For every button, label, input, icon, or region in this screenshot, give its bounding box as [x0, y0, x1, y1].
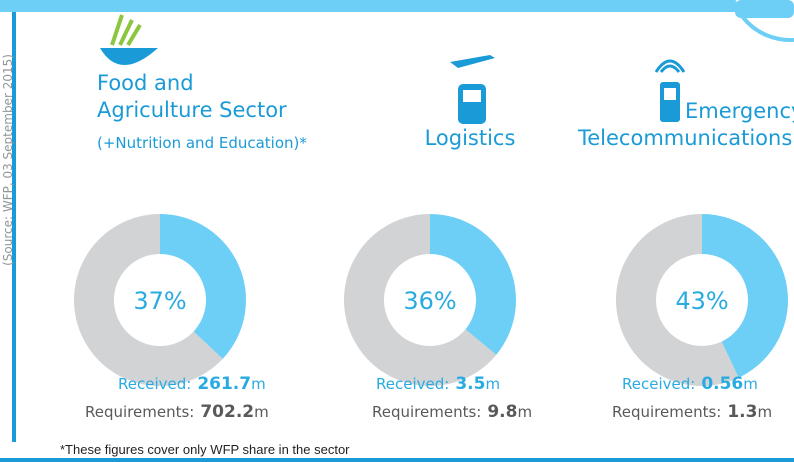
chart-title: Food and: [97, 71, 194, 95]
bottom-rule: [0, 458, 794, 462]
requirements-unit: m: [517, 403, 532, 421]
top-bar: [0, 0, 794, 12]
left-rule: [12, 12, 16, 442]
requirements-unit: m: [254, 403, 269, 421]
received-value: 3.5: [455, 374, 485, 394]
source: (Source: WFP, 03 September 2015): [1, 54, 15, 266]
donut-segment: [160, 214, 247, 359]
received: Received: 261.7m: [118, 374, 266, 394]
received-unit: m: [251, 375, 266, 393]
received-label: Received:: [118, 375, 191, 393]
requirements-value: 702.2: [200, 402, 254, 422]
chart-title: Telecommunications: [577, 126, 792, 150]
donut-segment: [343, 214, 497, 386]
percent-label: 37%: [133, 287, 186, 315]
requirements: Requirements: 1.3m: [612, 402, 772, 422]
donut-segment: [430, 214, 516, 355]
food-icon: [100, 14, 158, 65]
requirements-value: 1.3: [727, 402, 757, 422]
received: Received: 3.5m: [376, 374, 500, 394]
received-unit: m: [485, 375, 500, 393]
requirements-value: 9.8: [487, 402, 517, 422]
percent-label: 43%: [675, 287, 728, 315]
footnote: *These figures cover only WFP share in t…: [60, 442, 350, 457]
received-value: 261.7: [197, 374, 251, 394]
requirements-label: Requirements:: [85, 403, 194, 421]
donut-segment: [73, 214, 223, 386]
corner-badge-inner: [735, 0, 794, 18]
chart-subtitle: (+Nutrition and Education)*: [97, 134, 307, 152]
received-label: Received:: [622, 375, 695, 393]
donut-segment: [615, 214, 739, 386]
received-label: Received:: [376, 375, 449, 393]
requirements: Requirements: 702.2m: [85, 402, 269, 422]
requirements: Requirements: 9.8m: [372, 402, 532, 422]
requirements-label: Requirements:: [612, 403, 721, 421]
chart-title: Logistics: [425, 126, 516, 150]
donut-segment: [702, 214, 788, 378]
requirements-label: Requirements:: [372, 403, 481, 421]
received-value: 0.56: [701, 374, 743, 394]
chart-title: Emergency: [685, 99, 794, 123]
received-unit: m: [743, 375, 758, 393]
received: Received: 0.56m: [622, 374, 758, 394]
percent-label: 36%: [403, 287, 456, 315]
requirements-unit: m: [757, 403, 772, 421]
logistics-icon: [450, 55, 495, 124]
chart-title: Agriculture Sector: [97, 98, 287, 122]
telecom-icon: [654, 59, 686, 122]
